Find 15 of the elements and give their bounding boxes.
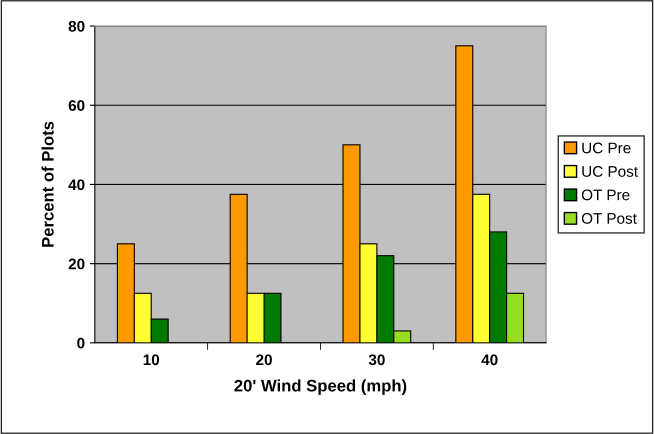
x-tick-label: 30 [368, 354, 385, 366]
x-axis-title: 20' Wind Speed (mph) [234, 379, 406, 395]
y-tick-label: 80 [68, 20, 84, 32]
legend-label: UC Post [582, 166, 638, 177]
x-tick-label: 10 [144, 354, 160, 366]
legend-label: OT Pre [582, 190, 630, 200]
legend-label: UC Pre [582, 142, 631, 154]
y-tick-label: 40 [68, 179, 84, 190]
y-tick-label: 20 [68, 258, 84, 270]
y-axis-title: Percent of Plots [41, 122, 54, 247]
x-tick-label: 40 [481, 354, 498, 366]
legend-label: OT Post [582, 213, 637, 224]
y-tick-label: 60 [68, 100, 84, 111]
y-tick-label: 0 [77, 338, 84, 349]
x-tick-label: 20 [256, 354, 272, 366]
